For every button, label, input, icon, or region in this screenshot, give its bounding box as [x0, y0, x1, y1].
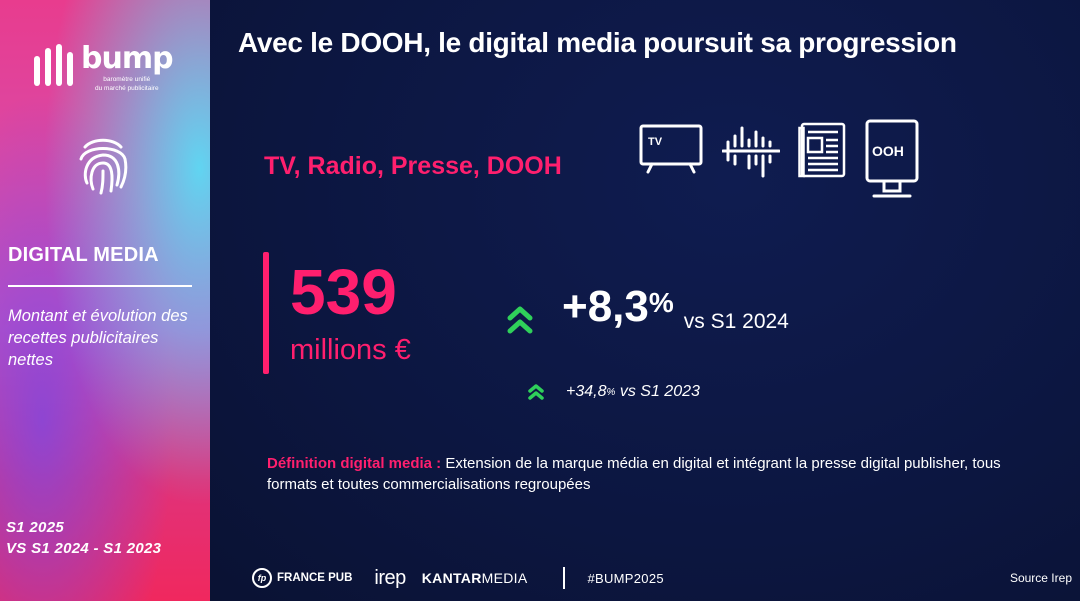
period-line-1: S1 2025	[6, 519, 64, 536]
definition-key: Définition digital media :	[267, 455, 442, 472]
hashtag: #BUMP2025	[587, 570, 664, 586]
irep-logo: irep	[374, 566, 406, 589]
evolution-sub-sign: %	[606, 386, 616, 398]
fingerprint-icon	[79, 138, 128, 195]
france-pub-logo: fp FRANCE PUB	[252, 568, 352, 588]
dooh-billboard-icon: OOH	[865, 119, 919, 198]
amount-value: 539	[290, 256, 397, 328]
tv-icon-text: TV	[648, 136, 663, 148]
footer-divider	[563, 567, 566, 589]
tv-icon: TV	[639, 124, 703, 174]
logo-tagline-1: baromètre unifié	[103, 76, 151, 83]
section-title: DIGITAL MEDIA	[8, 244, 159, 266]
evolution-sub-ref: vs S1 2023	[619, 383, 700, 400]
evolution-sub-value: +34,8	[566, 383, 607, 400]
bump-logo: bump baromètre unifié du marché publicit…	[34, 41, 174, 92]
period-label: S1 2025 VS S1 2024 - S1 2023	[6, 517, 161, 559]
logo-wordmark: bump	[81, 41, 174, 76]
value-accent-bar	[263, 252, 269, 374]
france-pub-mark-icon: fp	[252, 568, 272, 588]
sidebar-panel: bump baromètre unifié du marché publicit…	[0, 0, 210, 601]
evolution-main-sign: %	[648, 287, 674, 318]
section-subtitle: Montant et évolution des recettes public…	[8, 307, 188, 369]
newspaper-icon	[798, 122, 846, 178]
kantar-media-text: MEDIA	[481, 570, 528, 586]
main-panel: Avec le DOOH, le digital media poursuit …	[210, 0, 1080, 601]
amount-unit: millions €	[290, 334, 411, 366]
evolution-main-ref: vs S1 2024	[683, 310, 789, 333]
media-list-label: TV, Radio, Presse, DOOH	[264, 152, 562, 180]
evolution-main-value: +8,3	[562, 282, 649, 331]
evolution-secondary: +34,8% vs S1 2023	[528, 383, 700, 401]
kantar-text: KANTAR	[421, 570, 482, 586]
page-title: Avec le DOOH, le digital media poursuit …	[238, 27, 957, 58]
section-divider	[8, 285, 192, 287]
source-note: Source Irep	[1009, 571, 1072, 585]
definition-text: Définition digital media : Extension de …	[267, 453, 1027, 495]
logo-tagline-2: du marché publicitaire	[94, 85, 159, 92]
period-line-2: VS S1 2024 - S1 2023	[6, 540, 162, 557]
logo-bars-icon	[34, 44, 73, 86]
evolution-main-percent: +8,3%	[562, 282, 674, 332]
footer: fp FRANCE PUB irep KANTARMEDIA #BUMP2025…	[252, 566, 1072, 590]
radio-waveform-icon	[722, 126, 780, 178]
france-pub-text: FRANCE PUB	[277, 572, 353, 584]
kantar-media-logo: KANTARMEDIA	[422, 570, 528, 586]
double-chevron-up-small-icon	[528, 384, 544, 400]
double-chevron-up-icon	[507, 306, 533, 334]
definition-body: Extension de la marque média en digital …	[267, 455, 1001, 493]
media-icons: TV	[638, 118, 920, 200]
evolution-main: +8,3% vs S1 2024	[506, 282, 789, 336]
dooh-icon-text: OOH	[872, 143, 904, 159]
